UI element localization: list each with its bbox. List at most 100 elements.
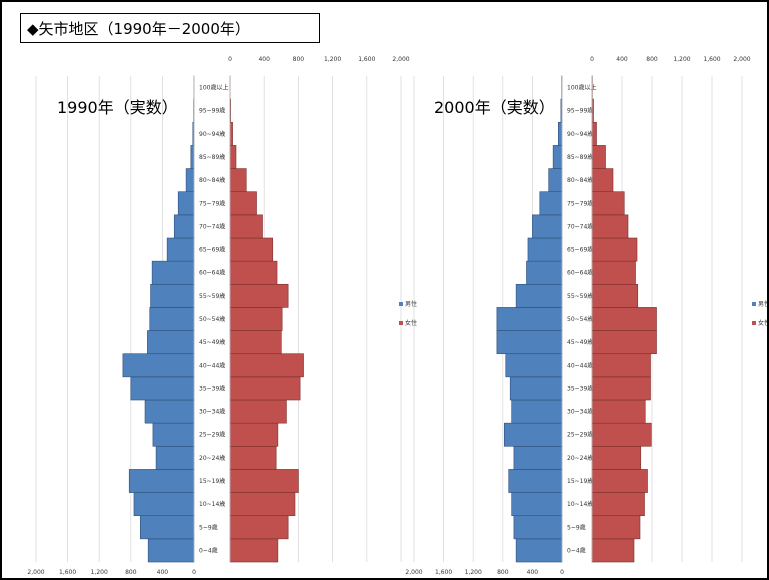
legend-swatch xyxy=(399,321,403,325)
bar-female xyxy=(591,399,646,424)
age-label: 100歳以上 xyxy=(199,84,228,92)
bar-male xyxy=(147,538,195,563)
top-tick-label: 0 xyxy=(228,56,232,63)
bar-male xyxy=(511,492,563,517)
age-label: 80~84歳 xyxy=(567,176,593,184)
age-label: 5~9歳 xyxy=(567,523,586,531)
bar-female xyxy=(229,492,296,517)
bottom-tick-label: 400 xyxy=(157,569,169,576)
bar-male xyxy=(155,445,195,470)
top-tick-label: 2,000 xyxy=(733,56,750,63)
age-label: 35~39歳 xyxy=(199,384,225,392)
bottom-tick-label: 2,000 xyxy=(27,569,44,576)
age-label: 40~44歳 xyxy=(199,361,225,369)
bar-male xyxy=(526,260,563,285)
bar-female xyxy=(591,168,614,193)
bar-female xyxy=(229,237,274,262)
bar-male xyxy=(548,168,563,193)
age-label: 10~14歳 xyxy=(199,500,225,508)
age-label: 10~14歳 xyxy=(567,500,593,508)
bar-male xyxy=(511,399,563,424)
bar-male xyxy=(515,538,563,563)
bar-female xyxy=(591,145,606,169)
bottom-tick-label: 0 xyxy=(560,569,564,576)
bottom-tick-label: 400 xyxy=(527,569,539,576)
age-label: 0~4歳 xyxy=(199,546,218,554)
age-label: 95~99歳 xyxy=(567,107,593,115)
bar-female xyxy=(229,445,277,470)
age-label: 70~74歳 xyxy=(199,222,225,230)
bar-male xyxy=(122,353,195,378)
legend-swatch xyxy=(752,302,756,306)
top-tick-label: 1,600 xyxy=(358,56,375,63)
bar-male xyxy=(503,422,563,447)
bar-male xyxy=(150,283,195,308)
bar-female xyxy=(229,145,237,169)
bar-female xyxy=(591,422,652,447)
age-label: 100歳以上 xyxy=(567,84,596,92)
age-label: 30~34歳 xyxy=(199,408,225,416)
bar-male xyxy=(133,492,195,517)
bar-female xyxy=(229,469,299,493)
bar-male xyxy=(130,376,195,401)
bar-female xyxy=(229,422,279,447)
top-tick-label: 1,200 xyxy=(324,56,341,63)
bar-male xyxy=(173,214,195,239)
age-label: 55~59歳 xyxy=(199,292,225,300)
top-tick-label: 1,200 xyxy=(673,56,690,63)
bar-female xyxy=(229,307,283,331)
bar-male xyxy=(508,469,563,493)
bottom-tick-label: 1,200 xyxy=(465,569,482,576)
age-label: 75~79歳 xyxy=(567,199,593,207)
bar-male xyxy=(147,330,195,355)
age-label: 70~74歳 xyxy=(567,222,593,230)
age-label: 0~4歳 xyxy=(567,546,586,554)
bar-male xyxy=(539,191,563,216)
bar-male xyxy=(128,469,195,493)
bar-female xyxy=(591,330,657,355)
top-tick-label: 800 xyxy=(646,56,658,63)
bar-female xyxy=(591,469,648,493)
age-label: 60~64歳 xyxy=(567,269,593,277)
bar-male xyxy=(527,237,563,262)
age-label: 75~79歳 xyxy=(199,199,225,207)
bar-male xyxy=(177,191,195,216)
bottom-tick-label: 0 xyxy=(192,569,196,576)
bottom-tick-label: 2,000 xyxy=(405,569,422,576)
bar-female xyxy=(591,538,635,563)
top-tick-label: 400 xyxy=(258,56,270,63)
age-label: 65~69歳 xyxy=(199,246,225,254)
bottom-tick-label: 800 xyxy=(497,569,509,576)
bottom-tick-label: 1,600 xyxy=(435,569,452,576)
age-label: 55~59歳 xyxy=(567,292,593,300)
bar-female xyxy=(229,260,278,285)
bar-female xyxy=(591,353,651,378)
bar-male xyxy=(496,307,563,331)
top-tick-label: 800 xyxy=(293,56,305,63)
bar-female xyxy=(229,214,263,239)
bar-female xyxy=(229,399,287,424)
top-tick-label: 1,600 xyxy=(703,56,720,63)
bar-male xyxy=(505,353,563,378)
bar-male xyxy=(185,168,195,193)
legend-swatch xyxy=(399,302,403,306)
age-label: 25~29歳 xyxy=(567,431,593,439)
bar-female xyxy=(591,376,651,401)
bar-female xyxy=(229,330,282,355)
chart-annotation-2000: 2000年（実数） xyxy=(434,98,555,117)
bar-female xyxy=(229,538,279,563)
bar-male xyxy=(190,145,195,169)
bar-female xyxy=(229,283,289,308)
bottom-tick-label: 1,600 xyxy=(59,569,76,576)
age-label: 50~54歳 xyxy=(199,315,225,323)
age-label: 85~89歳 xyxy=(199,153,225,161)
bar-male xyxy=(557,121,563,146)
age-label: 25~29歳 xyxy=(199,431,225,439)
bar-female xyxy=(591,237,638,262)
bar-male xyxy=(149,307,195,331)
age-label: 95~99歳 xyxy=(199,107,225,115)
legend-label: 男性 xyxy=(405,300,417,308)
bar-female xyxy=(591,214,629,239)
age-label: 15~19歳 xyxy=(567,477,593,485)
